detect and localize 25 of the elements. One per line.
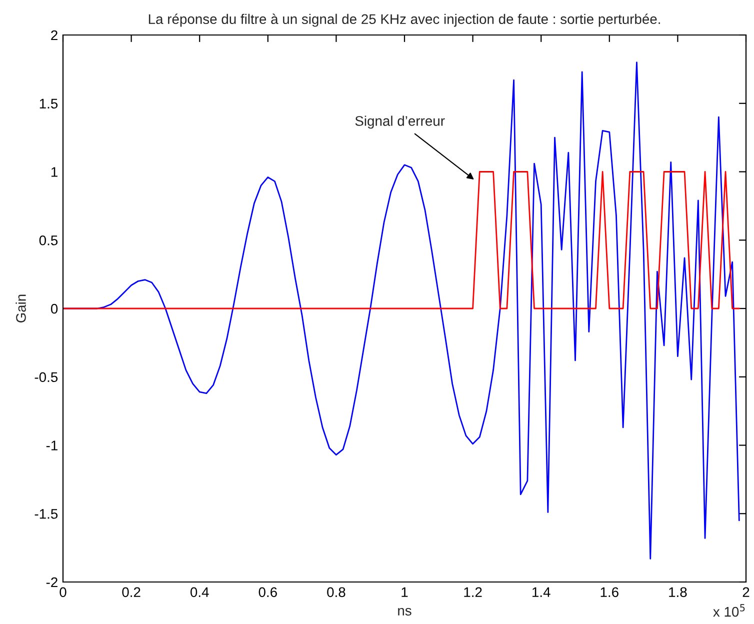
x-tick-label: 0.4 xyxy=(190,587,209,598)
x-tick-label: 1.6 xyxy=(600,587,618,598)
x-tick-label: 1.2 xyxy=(464,587,482,597)
x-axis-title: ns xyxy=(398,608,412,616)
x-tick-label: 1 xyxy=(402,587,408,597)
y-tick-label: -1.5 xyxy=(34,509,58,519)
x-tick-label: 1.4 xyxy=(532,587,550,597)
y-axis-title: Gain xyxy=(16,294,26,322)
x-tick-label: 0 xyxy=(60,587,66,598)
annotation: Signal d’erreur xyxy=(355,116,445,129)
y-tick-label: 1.5 xyxy=(40,98,58,109)
text: x 10$^{5}$ xyxy=(713,604,745,617)
x-tick-label: 0.2 xyxy=(122,587,140,598)
x-tick-label: 1.8 xyxy=(669,587,687,598)
y-tick-label: -1 xyxy=(46,440,58,450)
x-tick-label: 0.8 xyxy=(327,587,346,598)
chart-title: La réponse du filtre à un signal de 25 KHz avec injection de faute : sortie perturbée. xyxy=(148,14,660,27)
y-tick-label: 0.5 xyxy=(39,235,58,246)
x-tick-label: 0.6 xyxy=(258,587,277,598)
y-tick-label: 1 xyxy=(51,167,58,177)
y-tick-label: -0.5 xyxy=(34,372,58,382)
y-tick-label: 2 xyxy=(51,30,58,40)
y-tick-label: -2 xyxy=(46,577,58,588)
x-tick-label: 2 xyxy=(742,587,750,597)
y-tick-label: 0 xyxy=(50,304,58,314)
